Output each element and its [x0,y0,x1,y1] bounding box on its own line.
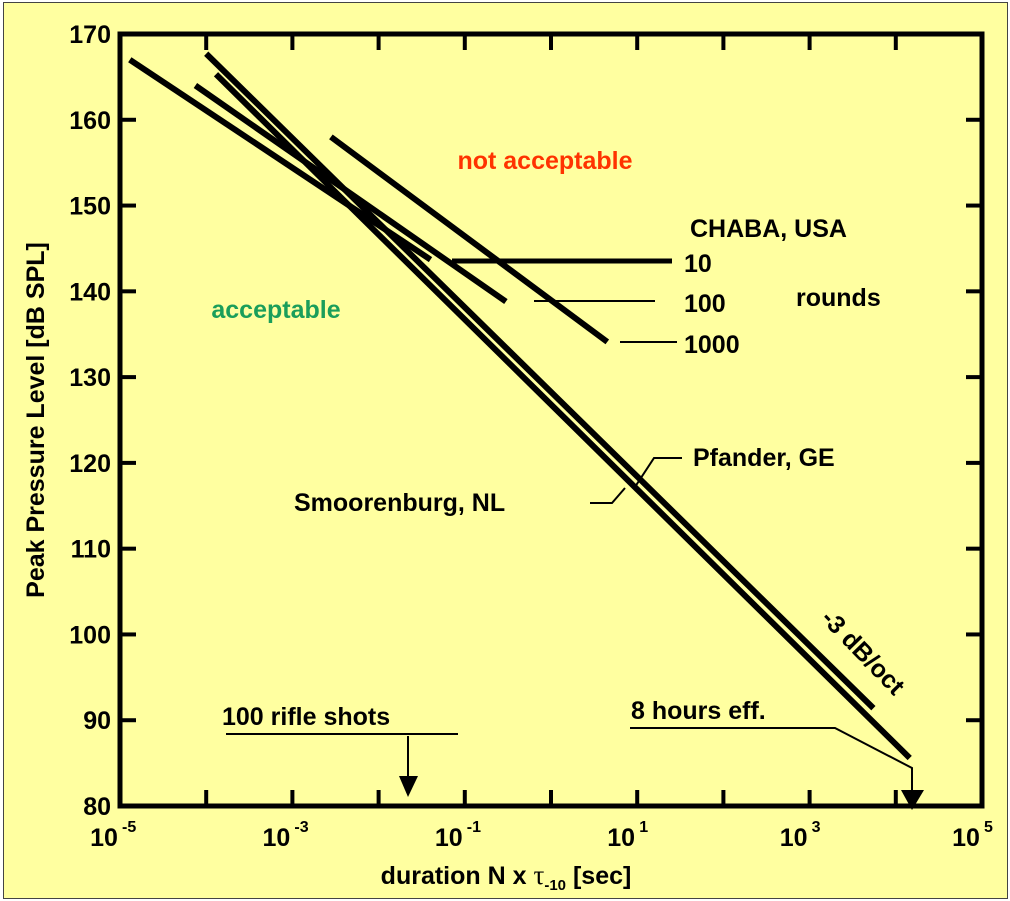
x-tick-exponent: -1 [467,819,481,836]
x-tick-exponent: 5 [984,819,993,836]
x-tick-exponent: 1 [639,819,648,836]
leader-smoorenburg [590,487,626,504]
chart-frame [3,2,1008,899]
rounds-label: rounds [796,284,881,312]
y-tick-label: 150 [69,193,111,221]
rifle-shots-label: 100 rifle shots [222,703,390,731]
rounds-10-label: 10 [684,250,712,278]
y-tick-label: 80 [83,793,111,821]
x-tick-label: 10 [435,824,463,852]
acceptable-label: acceptable [211,296,340,324]
x-tick-exponent: -3 [294,819,308,836]
pfander-label: Pfander, GE [693,444,835,472]
eight-hours-leader [630,727,913,792]
axis-ticks [118,32,984,808]
series-line-4 [204,51,876,711]
series-line-3 [329,134,610,345]
x-axis-title: duration N x τ-10 [sec] [381,860,632,894]
x-tick-label: 10 [607,824,635,852]
y-tick-label: 120 [69,450,111,478]
x-tick-exponent: 3 [812,819,821,836]
x-tick-labels: 10 -5 10 -3 10 -1 10 1 10 3 10 5 [90,819,993,852]
series-lines [128,51,912,761]
y-tick-label: 160 [69,107,111,135]
leader-pfander [634,457,682,488]
y-tick-label: 100 [69,621,111,649]
annotation-leaders [226,258,913,792]
x-axis-title-tail: [sec] [566,862,631,890]
y-axis-title: Peak Pressure Level [dB SPL] [22,242,50,598]
eight-hours-arrow [901,790,924,810]
eight-hours-label: 8 hours eff. [631,697,766,725]
y-tick-labels: 80 90 100 110 120 130 140 150 160 170 [69,21,111,821]
x-tick-exponent: -5 [122,819,136,836]
series-line-5 [213,72,912,761]
x-tick-label: 10 [780,824,808,852]
chaba-label: CHABA, USA [690,215,847,243]
slope-label: -3 dB/oct [816,604,911,701]
x-axis-title-main: duration N x [381,862,534,890]
rounds-100-label: 100 [684,290,726,318]
y-tick-label: 90 [83,707,111,735]
y-tick-label: 140 [69,278,111,306]
x-axis-title-tau: τ [533,860,544,890]
not-acceptable-label: not acceptable [457,147,632,175]
y-tick-label: 130 [69,364,111,392]
x-tick-label: 10 [262,824,290,852]
x-tick-label: 10 [952,824,980,852]
smoorenburg-label: Smoorenburg, NL [294,489,505,517]
rounds-1000-label: 1000 [684,331,740,359]
y-tick-label: 110 [71,536,111,564]
rifle-shots-arrow [399,776,418,797]
x-axis-title-subscript: -10 [544,877,566,894]
y-tick-label: 170 [69,21,111,49]
x-tick-label: 10 [90,824,118,852]
